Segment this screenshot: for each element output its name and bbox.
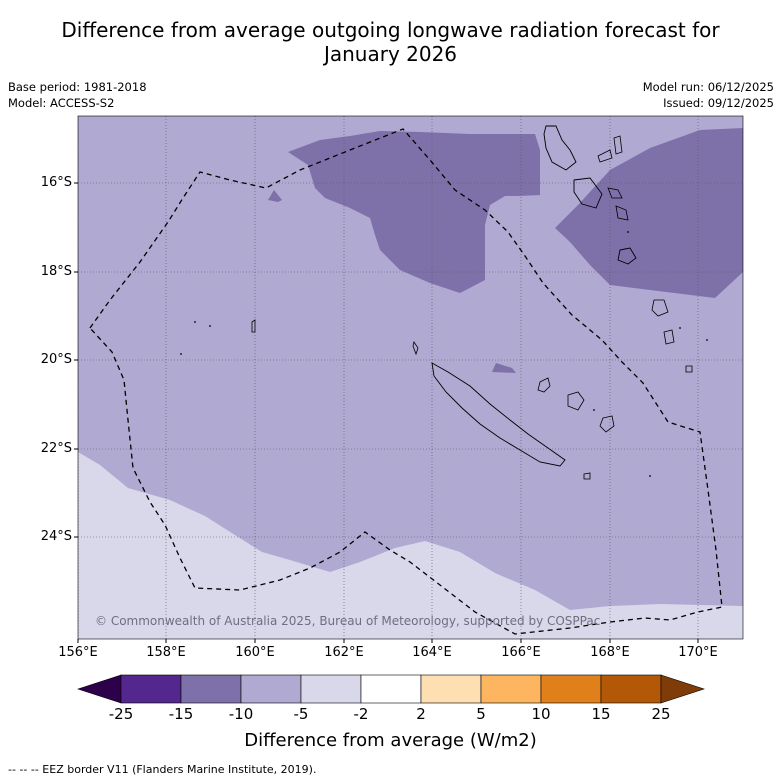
lon-label: 164°E xyxy=(412,645,452,660)
map-title-line1: Difference from average outgoing longwav… xyxy=(61,18,720,42)
islet xyxy=(627,231,629,233)
metadata-right: Model run: 06/12/2025 Issued: 09/12/2025 xyxy=(643,79,774,111)
island-coastline xyxy=(685,365,693,373)
anomaly-patch xyxy=(492,363,516,373)
islet xyxy=(679,327,681,329)
map-title-line2: January 2026 xyxy=(323,42,458,66)
colorbar-tick-label: -5 xyxy=(293,705,309,723)
lat-label: 22°S xyxy=(40,441,72,456)
vanuatu-coastline xyxy=(613,135,623,155)
lat-label: 20°S xyxy=(40,352,72,367)
lat-label: 16°S xyxy=(40,175,72,190)
loyalty-island-coastline xyxy=(599,415,615,433)
colorbar-tick-label: 2 xyxy=(416,705,426,723)
vanuatu-coastline xyxy=(573,177,603,209)
colorbar-tick-label: -2 xyxy=(353,705,369,723)
anomaly-field-strong-east xyxy=(555,128,743,298)
colorbar-tick-label: 5 xyxy=(476,705,486,723)
map-plot-area xyxy=(78,116,743,639)
islet xyxy=(194,321,196,323)
vanuatu-coastline xyxy=(615,205,629,221)
loyalty-island-coastline xyxy=(567,391,585,411)
graticule xyxy=(78,116,743,639)
colorbar-under-arrow xyxy=(77,674,122,704)
colorbar-swatch xyxy=(420,674,482,704)
colorbar-swatch xyxy=(120,674,182,704)
vanuatu-coastline xyxy=(543,125,577,171)
vanuatu-coastline xyxy=(597,149,613,163)
colorbar-tick-label: 15 xyxy=(591,705,611,723)
colorbar-swatch xyxy=(240,674,302,704)
colorbar-swatch xyxy=(480,674,542,704)
issued-date: Issued: 09/12/2025 xyxy=(663,96,774,110)
colorbar-tick-label: -10 xyxy=(228,705,254,723)
colorbar-swatch xyxy=(540,674,602,704)
anomaly-field-strong-north xyxy=(288,131,540,293)
colorbar-title: Difference from average (W/m2) xyxy=(244,730,537,751)
axis-ticks xyxy=(74,182,699,643)
lon-label: 162°E xyxy=(324,645,364,660)
colorbar-swatch xyxy=(180,674,242,704)
islet xyxy=(706,339,708,341)
colorbar-tick-label: 10 xyxy=(531,705,551,723)
lon-label: 166°E xyxy=(501,645,541,660)
base-period: Base period: 1981-2018 xyxy=(8,80,147,94)
eez-footnote: -- -- -- EEZ border V11 (Flanders Marine… xyxy=(8,763,317,776)
lat-label: 24°S xyxy=(40,529,72,544)
map-frame xyxy=(77,115,744,640)
chesterfield-islet xyxy=(251,319,256,333)
copyright-notice: © Commonwealth of Australia 2025, Bureau… xyxy=(95,614,601,628)
eez-border xyxy=(89,128,723,635)
colorbar xyxy=(77,674,705,704)
model-run: Model run: 06/12/2025 xyxy=(642,80,774,94)
islet xyxy=(649,475,651,477)
vanuatu-coastline xyxy=(617,247,637,265)
islet xyxy=(593,409,595,411)
colorbar-tick-label: -15 xyxy=(168,705,194,723)
islet xyxy=(209,325,211,327)
colorbar-swatch xyxy=(300,674,362,704)
vanuatu-coastline xyxy=(607,187,623,199)
colorbar-over-arrow xyxy=(660,674,705,704)
isle-of-pines-coastline xyxy=(583,472,591,480)
lon-label: 170°E xyxy=(678,645,718,660)
model-name: Model: ACCESS-S2 xyxy=(8,96,115,110)
new-caledonia-coastline xyxy=(431,362,566,467)
islet xyxy=(180,353,182,355)
lon-label: 156°E xyxy=(58,645,98,660)
lon-label: 158°E xyxy=(146,645,186,660)
loyalty-island-coastline xyxy=(537,377,551,393)
vanuatu-coastline xyxy=(651,299,669,317)
vanuatu-coastline xyxy=(663,329,675,345)
lon-label: 168°E xyxy=(590,645,630,660)
metadata-left: Base period: 1981-2018 Model: ACCESS-S2 xyxy=(8,79,147,111)
anomaly-patch xyxy=(268,190,282,202)
anomaly-field-weak xyxy=(78,452,743,639)
map-title: Difference from average outgoing longwav… xyxy=(0,18,781,66)
colorbar-tick-label: -25 xyxy=(108,705,134,723)
lon-label: 160°E xyxy=(235,645,275,660)
colorbar-swatch xyxy=(600,674,662,704)
colorbar-tick-label: 25 xyxy=(651,705,671,723)
lat-label: 18°S xyxy=(40,264,72,279)
colorbar-swatch xyxy=(360,674,422,704)
island-coastline xyxy=(412,341,419,356)
